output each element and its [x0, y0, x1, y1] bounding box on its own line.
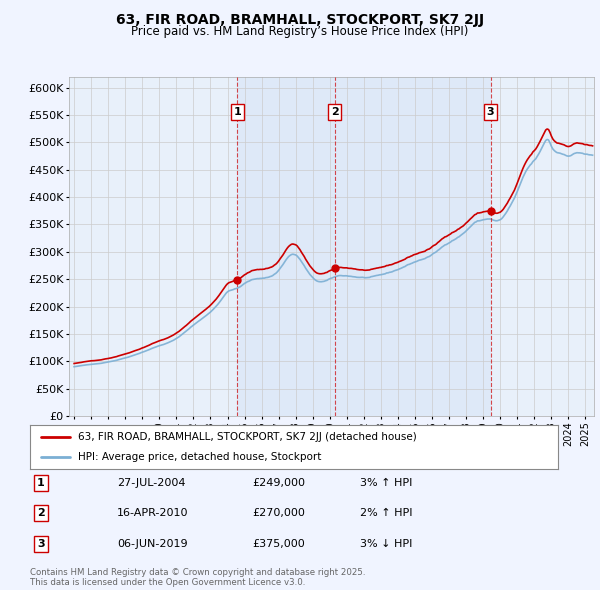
Text: £270,000: £270,000 [252, 509, 305, 518]
Text: 1: 1 [233, 107, 241, 117]
Text: £249,000: £249,000 [252, 478, 305, 487]
Text: 3% ↓ HPI: 3% ↓ HPI [360, 539, 412, 549]
Bar [335, 77, 491, 416]
Bar [237, 77, 335, 416]
Text: Price paid vs. HM Land Registry’s House Price Index (HPI): Price paid vs. HM Land Registry’s House … [131, 25, 469, 38]
Text: 2% ↑ HPI: 2% ↑ HPI [360, 509, 413, 518]
Text: 16-APR-2010: 16-APR-2010 [117, 509, 188, 518]
Text: 2: 2 [331, 107, 338, 117]
Text: 1: 1 [37, 478, 44, 487]
Text: 3: 3 [37, 539, 44, 549]
Text: 06-JUN-2019: 06-JUN-2019 [117, 539, 188, 549]
Text: 63, FIR ROAD, BRAMHALL, STOCKPORT, SK7 2JJ (detached house): 63, FIR ROAD, BRAMHALL, STOCKPORT, SK7 2… [77, 432, 416, 442]
Text: 2: 2 [37, 509, 44, 518]
Text: 63, FIR ROAD, BRAMHALL, STOCKPORT, SK7 2JJ: 63, FIR ROAD, BRAMHALL, STOCKPORT, SK7 2… [116, 13, 484, 27]
Text: 27-JUL-2004: 27-JUL-2004 [117, 478, 185, 487]
Text: Contains HM Land Registry data © Crown copyright and database right 2025.
This d: Contains HM Land Registry data © Crown c… [30, 568, 365, 587]
Text: 3% ↑ HPI: 3% ↑ HPI [360, 478, 412, 487]
Text: £375,000: £375,000 [252, 539, 305, 549]
Text: 3: 3 [487, 107, 494, 117]
Text: HPI: Average price, detached house, Stockport: HPI: Average price, detached house, Stoc… [77, 452, 321, 462]
